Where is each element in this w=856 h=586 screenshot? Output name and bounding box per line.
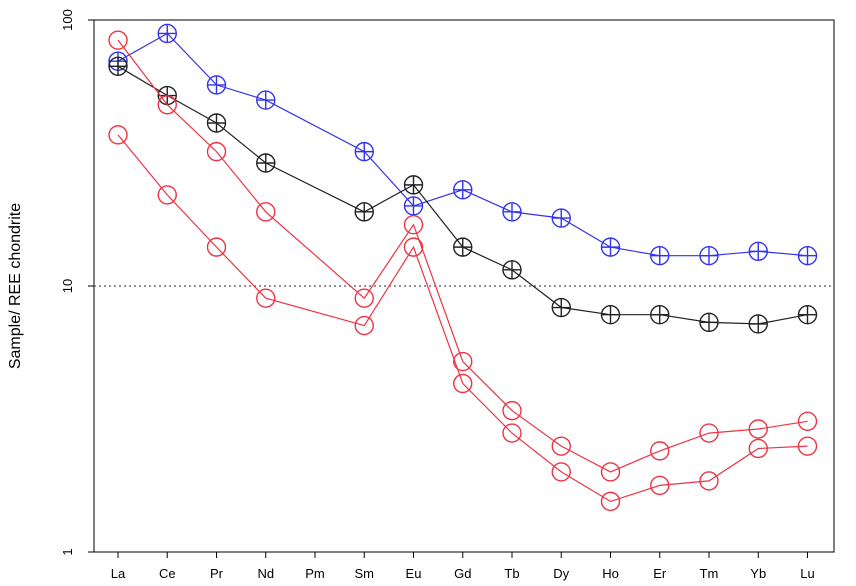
data-point — [699, 312, 719, 333]
data-point — [748, 419, 768, 439]
data-point — [502, 423, 522, 443]
x-tick-label: Eu — [406, 566, 422, 581]
x-tick-label: Tb — [504, 566, 519, 581]
data-point — [157, 95, 177, 115]
data-point — [354, 141, 374, 162]
x-tick-label: Pr — [210, 566, 224, 581]
data-point — [699, 471, 719, 491]
data-point — [256, 202, 276, 222]
data-point — [403, 215, 424, 235]
data-point — [453, 180, 473, 200]
data-point — [797, 245, 818, 266]
data-point — [108, 125, 128, 145]
y-axis-title: Sample/ REE chondrite — [7, 203, 24, 369]
data-point — [748, 314, 768, 334]
data-point — [403, 196, 424, 216]
x-tick-label: La — [111, 566, 126, 581]
y-tick-label: 1 — [60, 548, 75, 555]
data-point — [600, 462, 621, 482]
data-point — [699, 423, 719, 443]
data-point — [551, 297, 571, 318]
series-4 — [108, 125, 818, 512]
series-2 — [108, 56, 818, 334]
series-1 — [108, 23, 818, 266]
data-point — [108, 56, 128, 76]
x-tick-label: Gd — [454, 566, 471, 581]
data-point — [748, 241, 768, 262]
data-point — [748, 438, 768, 459]
data-point — [600, 305, 621, 325]
data-point — [206, 237, 227, 257]
x-tick-label: Ce — [159, 566, 176, 581]
data-point — [551, 462, 571, 482]
data-point — [650, 245, 670, 266]
x-tick-label: Ho — [602, 566, 619, 581]
data-point — [699, 245, 719, 266]
data-point — [354, 202, 374, 222]
data-point — [502, 202, 522, 222]
data-point — [797, 411, 818, 431]
y-tick-label: 100 — [60, 9, 75, 31]
series-line — [117, 65, 808, 325]
x-tick-label: Yb — [750, 566, 766, 581]
x-tick-label: Er — [653, 566, 667, 581]
data-point — [354, 288, 374, 308]
data-point — [502, 400, 522, 421]
data-point — [797, 305, 818, 325]
data-point — [256, 153, 276, 173]
data-point — [403, 237, 424, 257]
data-point — [650, 305, 670, 325]
data-point — [453, 351, 473, 372]
x-tick-label: Tm — [700, 566, 719, 581]
data-point — [206, 141, 227, 162]
x-tick-label: Nd — [257, 566, 274, 581]
data-point — [650, 475, 670, 496]
data-point — [650, 441, 670, 461]
data-point — [403, 175, 424, 195]
data-point — [600, 237, 621, 257]
data-point — [600, 491, 621, 512]
x-tick-label: Sm — [355, 566, 375, 581]
series-line — [117, 134, 808, 503]
data-point — [108, 30, 128, 50]
x-tick-label: Dy — [553, 566, 569, 581]
data-point — [502, 260, 522, 280]
data-point — [256, 288, 276, 308]
data-point — [206, 75, 227, 95]
data-point — [256, 90, 276, 110]
series-3 — [108, 30, 818, 482]
data-point — [157, 185, 177, 205]
x-tick-label: Lu — [800, 566, 814, 581]
data-point — [157, 23, 177, 44]
data-point — [551, 208, 571, 228]
data-point — [206, 113, 227, 133]
data-point — [453, 373, 473, 394]
data-point — [354, 315, 374, 336]
data-point — [453, 237, 473, 257]
data-point — [797, 436, 818, 456]
y-tick-label: 10 — [60, 279, 75, 293]
data-point — [551, 436, 571, 456]
x-tick-label: Pm — [305, 566, 325, 581]
